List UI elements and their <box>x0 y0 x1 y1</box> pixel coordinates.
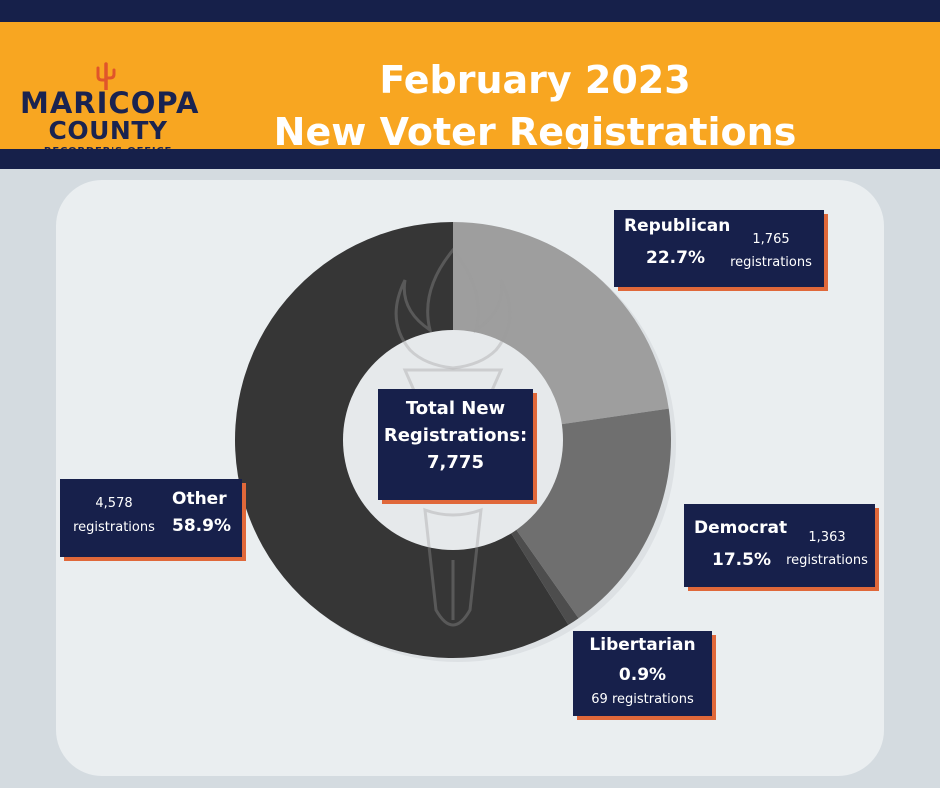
libertarian-count: 69 registrations <box>591 692 694 707</box>
title-line2: New Voter Registrations <box>273 110 797 154</box>
libertarian-label: Libertarian 0.9% 69 registrations <box>573 631 712 716</box>
republican-label: Republican 22.7% 1,765 registrations <box>614 210 824 287</box>
cactus-icon <box>96 62 116 90</box>
other-pct: 58.9% <box>172 516 231 536</box>
democrat-pct: 17.5% <box>712 550 771 570</box>
democrat-label: Democrat 17.5% 1,363 registrations <box>684 504 875 587</box>
other-label: 4,578 registrations Other 58.9% <box>60 479 242 557</box>
title-line1: February 2023 <box>379 58 691 102</box>
democrat-count: 1,363 <box>808 530 846 545</box>
other-count-unit: registrations <box>73 520 155 535</box>
republican-count: 1,765 <box>752 232 790 247</box>
center-line1: Total New <box>405 398 506 419</box>
libertarian-name: Libertarian <box>589 635 696 655</box>
logo-line1: MARICOPA <box>20 86 200 120</box>
top-band <box>0 0 940 22</box>
center-line2: Registrations: <box>383 425 528 446</box>
democrat-name: Democrat <box>694 518 788 538</box>
total-registrations-box: Total New Registrations: 7,775 <box>378 389 533 500</box>
other-count: 4,578 <box>95 496 133 511</box>
republican-pct: 22.7% <box>646 248 705 268</box>
other-name: Other <box>172 489 227 509</box>
republican-count-unit: registrations <box>730 255 812 270</box>
democrat-count-unit: registrations <box>786 553 868 568</box>
under-band <box>0 149 940 169</box>
logo-line2: COUNTY <box>48 116 168 145</box>
republican-name: Republican <box>624 216 731 236</box>
libertarian-pct: 0.9% <box>618 665 667 685</box>
center-total: 7,775 <box>427 452 484 473</box>
page-title: February 2023 New Voter Registrations <box>250 54 820 158</box>
